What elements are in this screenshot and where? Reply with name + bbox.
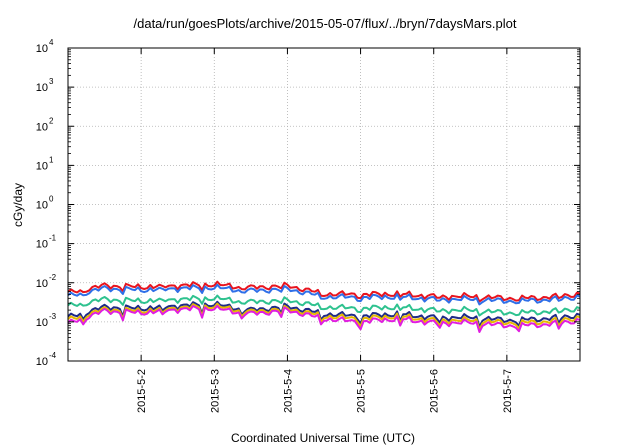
y-tick-label: 10	[36, 43, 48, 55]
x-tick-label: 2015-5-5	[356, 369, 368, 413]
x-tick-label: 2015-5-3	[209, 369, 221, 413]
series-line-5	[67, 302, 581, 331]
y-tick-label: 10	[36, 278, 48, 290]
y-tick-label: 10	[36, 160, 48, 172]
y-tick-exponent: 2	[49, 116, 54, 125]
y-tick-exponent: 0	[49, 195, 54, 204]
x-axis-label: Coordinated Universal Time (UTC)	[231, 431, 415, 445]
series-line-6	[67, 304, 581, 333]
y-tick-exponent: 4	[49, 38, 54, 47]
y-tick-label: 10	[36, 200, 48, 212]
series-line-2	[67, 283, 581, 306]
y-tick-label: 10	[36, 356, 48, 368]
series-line-1	[67, 280, 581, 303]
y-tick-label: 10	[36, 239, 48, 251]
series-line-3	[67, 294, 581, 317]
series-group	[67, 280, 581, 333]
x-tick-label: 2015-5-6	[429, 369, 441, 413]
x-tick-label: 2015-5-4	[282, 369, 294, 413]
y-tick-exponent: -2	[49, 273, 57, 282]
x-tick-label: 2015-5-2	[136, 369, 148, 413]
y-axis-label: cGy/day	[11, 183, 25, 227]
y-tick-exponent: 1	[49, 155, 54, 164]
chart-title: /data/run/goesPlots/archive/2015-05-07/f…	[134, 16, 517, 31]
x-ticks: 2015-5-2 2015-5-3 2015-5-4 2015-5-5 2015-5-6…	[136, 48, 514, 413]
y-tick-label: 10	[36, 317, 48, 329]
y-tick-exponent: -3	[49, 312, 57, 321]
y-tick-exponent: -4	[49, 351, 57, 360]
series-line-4	[67, 300, 581, 328]
y-tick-label: 10	[36, 82, 48, 94]
x-tick-label: 2015-5-7	[502, 369, 514, 413]
y-tick-label: 10	[36, 121, 48, 133]
y-tick-exponent: -1	[49, 234, 57, 243]
grid	[68, 48, 580, 361]
y-tick-exponent: 3	[49, 77, 54, 86]
